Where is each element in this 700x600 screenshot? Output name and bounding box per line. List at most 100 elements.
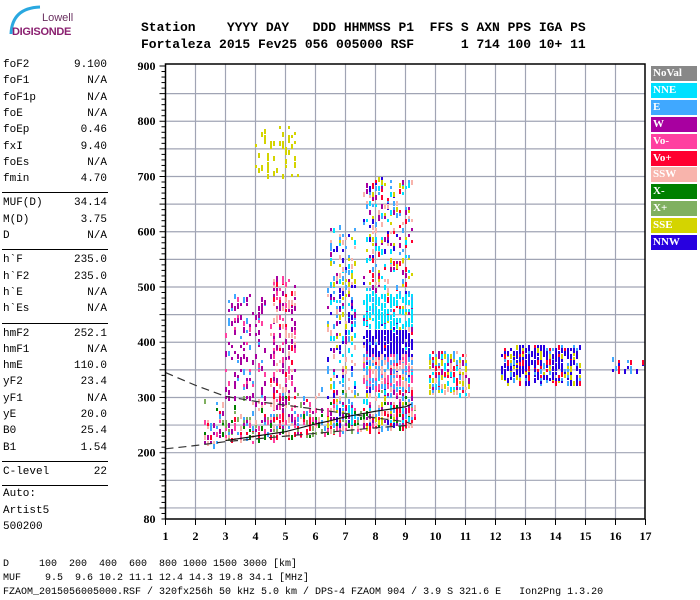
echo-point — [276, 369, 278, 372]
echo-point — [282, 417, 284, 422]
echo-point — [501, 369, 503, 374]
echo-point — [282, 387, 284, 390]
echo-point — [366, 237, 368, 242]
echo-point — [330, 384, 332, 389]
echo-point — [435, 363, 437, 368]
echo-point — [405, 417, 407, 422]
echo-point — [411, 339, 413, 342]
echo-point — [351, 342, 353, 345]
echo-point — [342, 306, 344, 309]
echo-point — [540, 369, 542, 374]
echo-point — [438, 372, 440, 375]
echo-point — [342, 402, 344, 405]
echo-point — [375, 243, 377, 248]
param-value: N/A — [87, 303, 107, 316]
echo-point — [276, 345, 278, 350]
echo-point — [369, 345, 371, 348]
echo-point — [327, 420, 329, 425]
echo-point — [396, 213, 398, 218]
echo-point — [516, 369, 518, 374]
echo-point — [402, 186, 404, 189]
echo-point — [363, 318, 365, 321]
echo-point — [285, 147, 287, 152]
echo-point — [366, 384, 368, 389]
echo-point — [231, 306, 233, 311]
echo-point — [225, 420, 227, 425]
echo-point — [330, 246, 332, 251]
echo-point — [252, 441, 254, 444]
echo-point — [384, 342, 386, 345]
x-tick-label: 12 — [490, 529, 502, 543]
echo-point — [396, 321, 398, 326]
echo-point — [519, 345, 521, 348]
echo-point — [351, 408, 353, 411]
echo-point — [399, 414, 401, 417]
echo-point — [507, 378, 509, 383]
echo-point — [465, 375, 467, 378]
echo-point — [237, 318, 239, 323]
echo-point — [405, 186, 407, 189]
echo-point — [534, 363, 536, 368]
echo-point — [399, 330, 401, 333]
y-tick-label: 600 — [138, 225, 156, 239]
echo-point — [285, 330, 287, 333]
echo-point — [378, 363, 380, 368]
echo-point — [264, 429, 266, 432]
echo-point — [369, 426, 371, 429]
param-name: foE — [3, 107, 23, 120]
logo-text-digisonde: DIGISONDE — [12, 26, 72, 38]
echo-point — [294, 369, 296, 372]
echo-point — [510, 372, 512, 377]
echo-point — [261, 360, 263, 363]
echo-point — [378, 393, 380, 398]
echo-point — [363, 345, 365, 348]
echo-point — [339, 408, 341, 413]
echo-point — [285, 420, 287, 425]
echo-point — [570, 366, 572, 371]
echo-point — [282, 306, 284, 311]
echo-point — [444, 390, 446, 395]
param-row: hmF2 252.1 — [3, 328, 107, 341]
echo-point — [390, 192, 392, 197]
file-info-line: FZAOM_2015056005000.RSF / 320fx256h 50 k… — [3, 587, 604, 598]
echo-point — [285, 159, 287, 164]
echo-point — [435, 384, 437, 387]
echo-point — [336, 402, 338, 407]
echo-point — [381, 330, 383, 335]
echo-point — [381, 375, 383, 378]
echo-point — [237, 354, 239, 359]
echo-point — [390, 210, 392, 215]
echo-point — [270, 333, 272, 336]
echo-point — [396, 414, 398, 417]
echo-point — [459, 387, 461, 390]
separator — [2, 485, 108, 487]
echo-point — [261, 321, 263, 326]
echo-point — [384, 285, 386, 290]
echo-point — [387, 426, 389, 431]
echo-point — [270, 354, 272, 359]
echo-point — [567, 381, 569, 386]
echo-point — [369, 336, 371, 339]
echo-point — [519, 369, 521, 374]
echo-point — [402, 381, 404, 386]
echo-point — [537, 375, 539, 380]
echo-point — [231, 429, 233, 434]
echo-point — [393, 333, 395, 336]
echo-point — [459, 369, 461, 372]
echo-point — [396, 381, 398, 386]
echo-point — [375, 300, 377, 305]
echo-point — [246, 381, 248, 384]
echo-point — [294, 303, 296, 306]
x-tick-label: 3 — [223, 529, 229, 543]
echo-point — [276, 315, 278, 318]
echo-point — [288, 366, 290, 369]
echo-point — [276, 378, 278, 383]
echo-point — [291, 423, 293, 426]
echo-point — [396, 261, 398, 266]
echo-point — [405, 342, 407, 347]
echo-point — [210, 441, 212, 444]
echo-point — [528, 378, 530, 381]
echo-point — [351, 282, 353, 285]
echo-point — [375, 360, 377, 365]
echo-point — [576, 381, 578, 386]
